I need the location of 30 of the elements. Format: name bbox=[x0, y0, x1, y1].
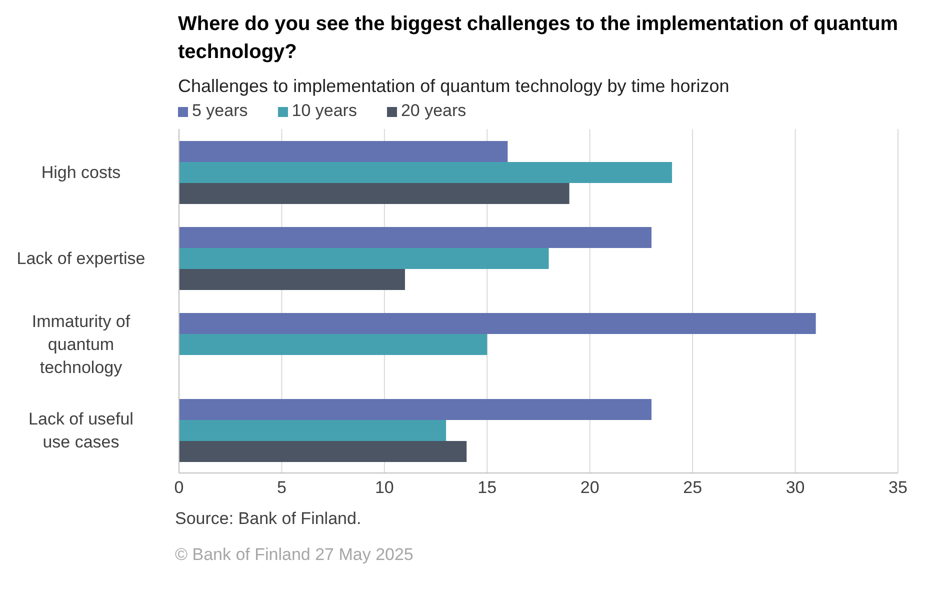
bar bbox=[179, 420, 446, 442]
x-tick-label: 10 bbox=[374, 478, 394, 498]
x-tick-label: 25 bbox=[683, 478, 702, 498]
legend-label: 5 years bbox=[192, 101, 248, 120]
chart-title: Where do you see the biggest challenges to the implementation of quantum technology? bbox=[178, 12, 900, 65]
bar bbox=[179, 334, 488, 356]
source-note: Source: Bank of Finland. bbox=[175, 509, 362, 529]
legend-label: 10 years bbox=[292, 101, 357, 120]
x-tick-label: 20 bbox=[580, 478, 600, 498]
bar bbox=[179, 313, 816, 334]
bar bbox=[179, 248, 549, 270]
bar bbox=[179, 162, 672, 184]
bar bbox=[179, 183, 570, 204]
y-tick-label: Lack of expertise bbox=[16, 248, 146, 268]
chart-subtitle: Challenges to implementation of quantum technology by time horizon bbox=[178, 76, 730, 97]
bar bbox=[179, 399, 652, 420]
bar bbox=[179, 441, 467, 462]
y-tick-label: Lack of useful use cases bbox=[28, 409, 134, 451]
x-tick-label: 35 bbox=[888, 478, 908, 498]
x-tick-label: 5 bbox=[276, 478, 286, 498]
legend-label: 20 years bbox=[400, 101, 466, 120]
bar bbox=[179, 269, 405, 290]
x-tick-label: 30 bbox=[786, 478, 805, 498]
bar bbox=[179, 141, 508, 162]
bar bbox=[179, 227, 652, 248]
y-tick-label: Immaturity of quantum technology bbox=[32, 312, 130, 376]
x-tick-label: 0 bbox=[174, 478, 184, 498]
y-tick-label: High costs bbox=[41, 162, 121, 182]
x-tick-label: 15 bbox=[478, 478, 497, 498]
text: © Bank of Finland 27 May 2025 bbox=[175, 545, 414, 565]
